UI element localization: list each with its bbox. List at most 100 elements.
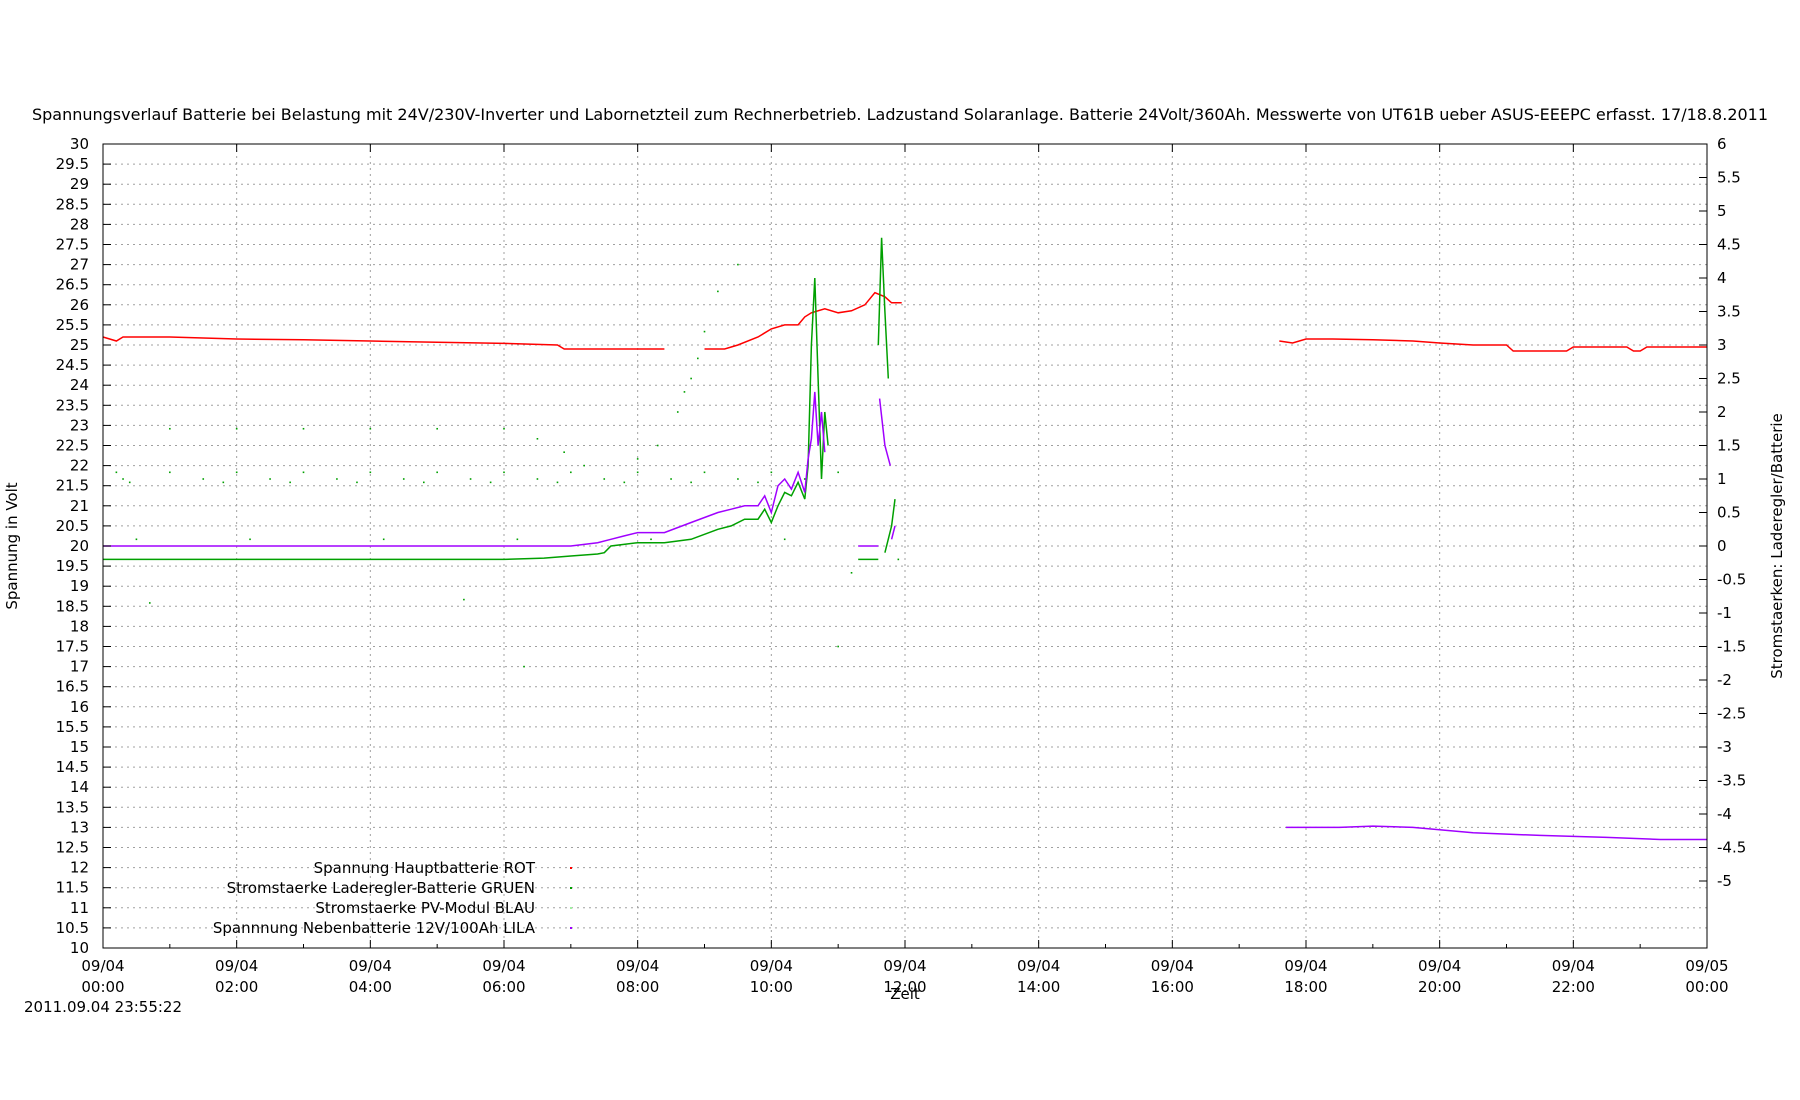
x-tick-label-date: 09/04 [482, 957, 525, 975]
x-tick-label-date: 09/04 [349, 957, 392, 975]
scatter-point [536, 438, 539, 440]
scatter-point [122, 478, 124, 480]
scatter-point [235, 427, 238, 430]
series-line-3 [103, 391, 826, 547]
scatter-point [289, 481, 291, 484]
y-tick-label: 26.5 [56, 276, 89, 294]
x-tick-label-time: 04:00 [349, 978, 392, 996]
y2-tick-label: 4.5 [1717, 236, 1741, 254]
scatter-point [222, 481, 225, 484]
scatter-point [169, 427, 171, 430]
scatter-point [897, 558, 900, 561]
scatter-point [783, 538, 786, 541]
y-tick-label: 19.5 [56, 557, 89, 575]
y2-tick-label: 3 [1717, 336, 1727, 354]
scatter-point [536, 478, 539, 480]
scatter-point [269, 478, 271, 480]
y-tick-label: 22 [70, 457, 89, 475]
scatter-point [563, 451, 565, 453]
scatter-point [770, 471, 773, 474]
y2-tick-label: -2 [1717, 671, 1732, 689]
y-tick-label: 21.5 [56, 477, 89, 495]
x-tick-label-date: 09/04 [1418, 957, 1461, 975]
x-tick-label-time: 02:00 [215, 978, 258, 996]
y-tick-label: 25.5 [56, 316, 89, 334]
x-tick-label-time: 16:00 [1151, 978, 1194, 996]
series-line-0 [1279, 338, 1707, 352]
y-tick-label: 15.5 [56, 718, 89, 736]
scatter-point [837, 645, 839, 648]
scatter-point [636, 458, 639, 460]
y2-tick-label: -1.5 [1717, 638, 1746, 656]
legend-swatch [570, 867, 572, 869]
legend-entry-label: Spannung Hauptbatterie ROT [314, 859, 536, 877]
x-tick-label-date: 09/04 [1552, 957, 1595, 975]
series-line-0 [102, 336, 665, 350]
x-tick-label-date: 09/04 [883, 957, 926, 975]
y-tick-label: 17 [70, 658, 89, 676]
legend-entry-label: Stromstaerke Laderegler-Batterie GRUEN [227, 879, 535, 897]
x-tick-label-time: 12:00 [883, 978, 926, 996]
y-tick-label: 21 [70, 497, 89, 515]
scatter-point [115, 471, 118, 474]
x-tick-label-time: 10:00 [750, 978, 793, 996]
y2-axis-label: Stromstaerken: Laderegler/Batterie [1768, 413, 1786, 679]
x-tick-label-time: 00:00 [81, 978, 124, 996]
legend-entry-label: Stromstaerke PV-Modul BLAU [315, 899, 535, 917]
y-tick-label: 27 [70, 256, 89, 274]
scatter-point [402, 478, 405, 480]
chart-title: Spannungsverlauf Batterie bei Belastung … [32, 105, 1768, 124]
y-tick-label: 11 [70, 899, 89, 917]
scatter-point [202, 478, 205, 480]
scatter-point [837, 471, 839, 474]
x-tick-label-time: 18:00 [1284, 978, 1327, 996]
scatter-point [683, 391, 686, 393]
x-tick-label-date: 09/05 [1685, 957, 1728, 975]
scatter-point [148, 602, 151, 604]
y-tick-label: 11.5 [56, 879, 89, 897]
y-tick-label: 24 [70, 376, 89, 394]
y2-tick-label: 3.5 [1717, 303, 1741, 321]
scatter-point [436, 471, 438, 474]
y-tick-label: 29 [70, 175, 89, 193]
scatter-point [676, 411, 679, 413]
x-tick-label-time: 14:00 [1017, 978, 1060, 996]
y-tick-label: 23 [70, 416, 89, 434]
scatter-point [235, 471, 238, 474]
y-tick-label: 29.5 [56, 155, 89, 173]
y2-tick-label: 5 [1717, 202, 1727, 220]
scatter-point [469, 478, 472, 480]
legend-entry-label: Spannnung Nebenbatterie 12V/100Ah LILA [213, 919, 536, 937]
y-tick-label: 12.5 [56, 839, 89, 857]
y-tick-label: 16 [70, 698, 89, 716]
y2-tick-label: 1.5 [1717, 437, 1741, 455]
legend: Spannung Hauptbatterie ROT Stromstaerke L… [213, 859, 572, 937]
y2-tick-label: -3 [1717, 738, 1732, 756]
legend-swatch [570, 887, 572, 889]
scatter-point [356, 481, 358, 484]
y2-tick-label: -4 [1717, 805, 1732, 823]
x-tick-label-date: 09/04 [215, 957, 258, 975]
y-tick-label: 13 [70, 818, 89, 836]
y2-tick-label: -1 [1717, 604, 1732, 622]
x-tick-label-date: 09/04 [81, 957, 124, 975]
y-tick-label: 18.5 [56, 597, 89, 615]
series-layer [102, 237, 1707, 841]
x-tick-label-time: 20:00 [1418, 978, 1461, 996]
scatter-point [463, 598, 465, 601]
y-tick-label: 26 [70, 296, 89, 314]
y2-tick-label: 2.5 [1717, 370, 1741, 388]
scatter-point [369, 427, 372, 430]
scatter-point [623, 481, 626, 484]
x-axis-ticks: 09/04 00:00 09/04 02:00 09/04 04:00 09/04 06:00… [81, 144, 1729, 996]
y-tick-label: 25 [70, 336, 89, 354]
y2-tick-label: 0.5 [1717, 504, 1741, 522]
y2-axis-ticks: -5 -4.5 -4 -3.5 -3 -2.5 -2 -1.5 -1 -0.5 0 0.5 1 1.5 2 2… [1699, 135, 1746, 890]
x-tick-label-time: 06:00 [482, 978, 525, 996]
scatter-point [516, 538, 519, 541]
series-line-3 [878, 398, 892, 466]
y-tick-label: 19 [70, 577, 89, 595]
y-tick-label: 14.5 [56, 758, 89, 776]
scatter-point [249, 538, 251, 541]
y-tick-label: 27.5 [56, 236, 89, 254]
